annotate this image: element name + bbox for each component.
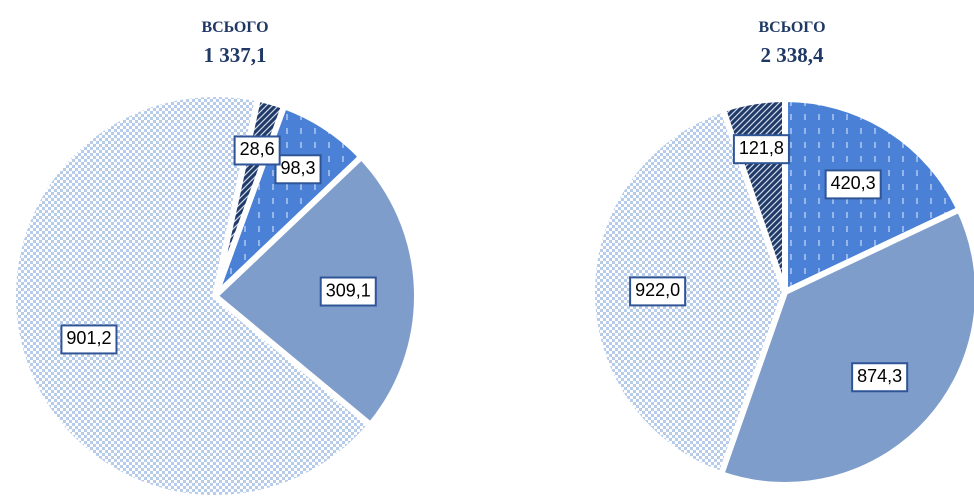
label-box [851, 362, 909, 393]
data-label: 901,2 [66, 328, 111, 348]
pie-chart: ВСЬОГО 2 338,4 420,3 874,3 922,0 121,8 [589, 19, 974, 488]
label-box [274, 154, 322, 185]
pie-slice [589, 106, 788, 478]
data-label: 98,3 [281, 158, 316, 178]
pie-slice [10, 91, 374, 501]
label-box [629, 276, 687, 307]
label-box [824, 169, 882, 200]
data-label: 121,8 [739, 138, 784, 158]
label-box [233, 135, 281, 166]
pie-chart: ВСЬОГО 1 337,1 98,3 309,1 901,2 28,6 [10, 19, 420, 501]
chart-title: ВСЬОГО [758, 19, 825, 36]
chart-title: ВСЬОГО [201, 19, 268, 36]
total-label: 1 337,1 [204, 43, 267, 67]
data-label: 874,3 [857, 366, 902, 386]
pie-slice [212, 153, 420, 428]
label-box [732, 134, 790, 165]
data-label: 309,1 [326, 280, 371, 300]
data-label: 420,3 [831, 173, 876, 193]
data-label: 28,6 [240, 139, 275, 159]
label-box [60, 324, 118, 355]
pie-slice [718, 206, 974, 488]
total-label: 2 338,4 [761, 43, 825, 67]
data-label: 922,0 [635, 280, 680, 300]
label-box [319, 276, 377, 307]
